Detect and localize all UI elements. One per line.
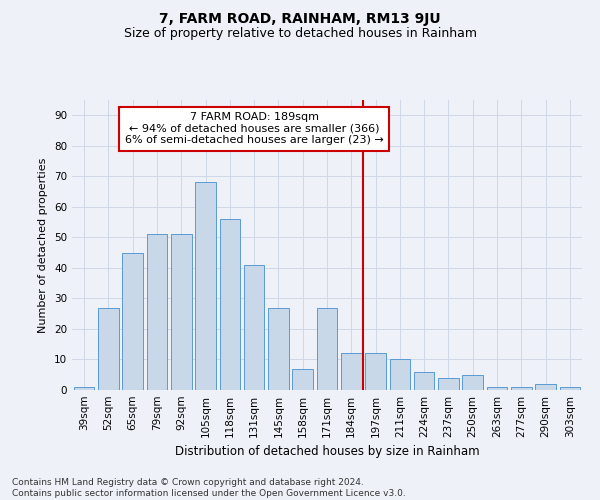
Bar (560, 387, 580, 390)
Bar (98, 308, 119, 390)
Y-axis label: Number of detached properties: Number of detached properties (38, 158, 49, 332)
Bar (220, 219, 240, 390)
X-axis label: Distribution of detached houses by size in Rainham: Distribution of detached houses by size … (175, 446, 479, 458)
Bar (487, 387, 508, 390)
Bar (438, 378, 459, 390)
Bar (535, 384, 556, 390)
Bar (511, 387, 532, 390)
Bar (74, 387, 94, 390)
Text: Size of property relative to detached houses in Rainham: Size of property relative to detached ho… (124, 28, 476, 40)
Bar (414, 372, 434, 390)
Bar (292, 368, 313, 390)
Text: 7 FARM ROAD: 189sqm
← 94% of detached houses are smaller (366)
6% of semi-detach: 7 FARM ROAD: 189sqm ← 94% of detached ho… (125, 112, 383, 146)
Bar (463, 374, 483, 390)
Bar (122, 252, 143, 390)
Bar (268, 308, 289, 390)
Text: 7, FARM ROAD, RAINHAM, RM13 9JU: 7, FARM ROAD, RAINHAM, RM13 9JU (159, 12, 441, 26)
Bar (317, 308, 337, 390)
Bar (244, 265, 265, 390)
Text: Contains HM Land Registry data © Crown copyright and database right 2024.
Contai: Contains HM Land Registry data © Crown c… (12, 478, 406, 498)
Bar (195, 182, 216, 390)
Bar (171, 234, 191, 390)
Bar (389, 360, 410, 390)
Bar (341, 354, 362, 390)
Bar (146, 234, 167, 390)
Bar (365, 354, 386, 390)
